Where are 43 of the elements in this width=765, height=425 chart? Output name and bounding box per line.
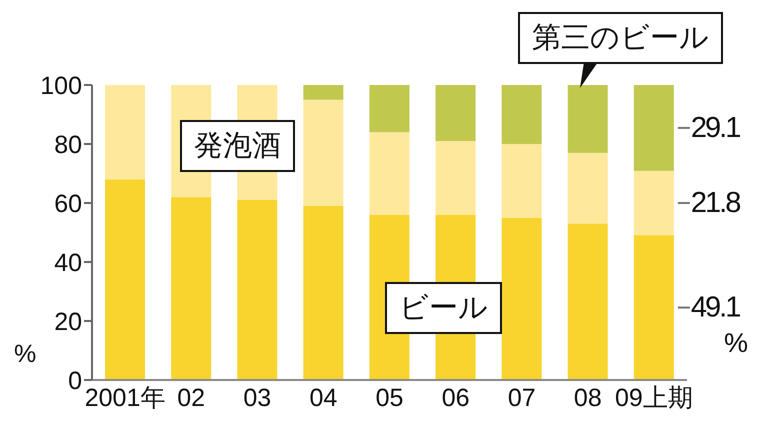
y-tick-label: 80 (54, 130, 82, 159)
bar (369, 132, 410, 215)
bar (303, 206, 344, 380)
data-label: 21.8 (690, 187, 740, 219)
bar (568, 85, 608, 153)
y-tick-label: 100 (40, 72, 82, 100)
y-tick-label: 60 (54, 190, 82, 218)
y-tick-label: 40 (54, 248, 82, 277)
x-tick-label: 02 (177, 384, 206, 412)
series-label: 第三のビール (518, 12, 723, 64)
x-tick-label: 07 (508, 384, 536, 412)
series-label: 発泡酒 (180, 120, 295, 172)
bar (502, 218, 542, 380)
bar (502, 85, 542, 144)
data-label: 49.1 (690, 292, 740, 324)
x-tick-label: 06 (442, 384, 470, 412)
bar (634, 170, 674, 236)
y-tick-label: 20 (54, 308, 82, 336)
bar (369, 85, 410, 132)
bar (171, 197, 212, 380)
bar (105, 179, 145, 380)
data-label: 29.1 (690, 112, 740, 144)
text: % (724, 328, 748, 359)
bar (436, 141, 476, 215)
x-tick-label: 05 (376, 384, 404, 412)
bar (105, 85, 145, 180)
x-tick-label: 03 (243, 384, 272, 412)
x-tick-label: 2001年 (84, 384, 166, 412)
bar (436, 85, 476, 142)
bar (303, 100, 344, 206)
bar (303, 85, 344, 100)
bar (237, 200, 278, 380)
x-tick-label: 08 (574, 384, 602, 412)
series-label: ビール (385, 282, 502, 334)
bar (634, 235, 674, 380)
bar (502, 144, 542, 218)
bar (634, 85, 674, 171)
x-tick-label: 04 (309, 384, 338, 412)
bar (568, 224, 608, 380)
y-tick-label: 0 (68, 366, 82, 395)
y-axis-title: % (14, 340, 36, 369)
x-tick-label: 09上期 (615, 384, 693, 412)
bar (568, 152, 608, 224)
